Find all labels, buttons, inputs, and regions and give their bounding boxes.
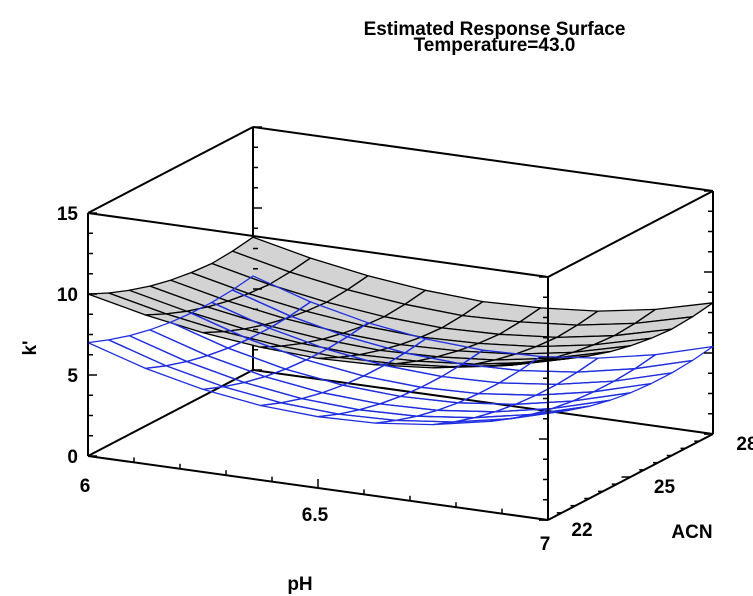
surface-series-1 [87,275,714,426]
surface-series-0 [87,236,714,369]
surfaces-group [87,236,714,426]
surface-cell [128,329,209,363]
axis-labels: 0 5 10 15 6 6.5 7 22 25 28 pH ACN k' [20,204,753,595]
surface-cell [87,339,167,370]
z-tick-label: 0 [67,447,78,468]
surface-cell [489,357,570,367]
surface-cell [144,365,225,391]
y-tick-label: 28 [736,434,753,455]
x-tick-label: 7 [540,534,551,555]
x-axis-label: pH [287,574,312,595]
surface-cell [498,369,579,386]
box-edge [547,190,714,278]
axis-ticks [87,126,713,521]
surface-cell [259,402,340,418]
box-edge [252,369,714,435]
box-edge [87,369,254,457]
surface-cell [613,359,694,382]
chart-subtitle: Temperature=43.0 [413,35,576,56]
surface-cell [489,409,570,422]
surface-cell [222,381,303,404]
chart-title: Estimated Response Surface [363,19,626,40]
z-tick-label: 10 [57,285,78,306]
box-edge [87,126,254,214]
x-tick-label: 6.5 [302,505,329,526]
z-tick-label: 15 [57,204,79,225]
surface-cell [592,372,673,393]
y-tick-label: 25 [654,477,676,498]
z-axis-label: k' [20,340,41,355]
y-axis-label: ACN [671,522,712,543]
surface-cell [634,345,714,370]
y-tick-label: 22 [571,520,592,541]
x-tick-label: 6 [80,476,91,497]
box-edge [87,212,549,278]
box-edge [252,126,714,192]
z-tick-label: 5 [67,366,78,387]
surface-cell [107,335,188,367]
